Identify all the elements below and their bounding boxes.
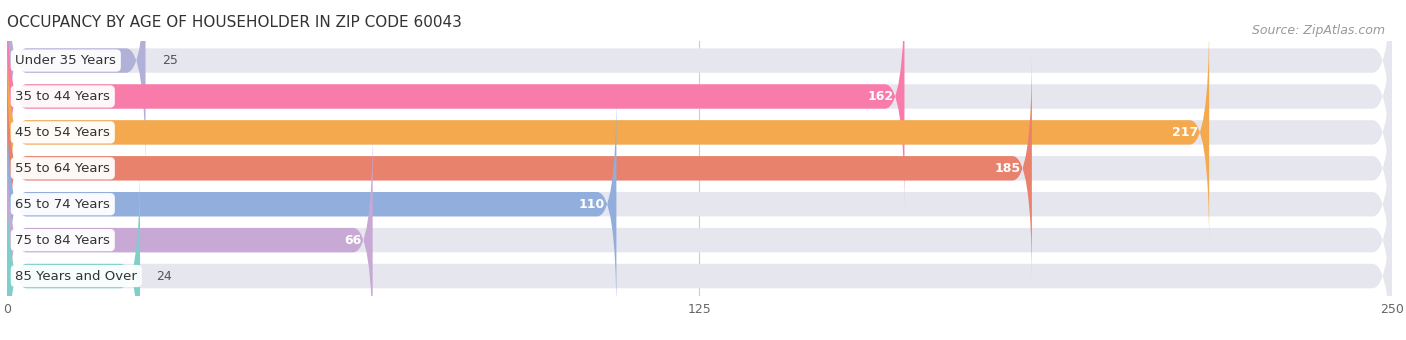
Text: Source: ZipAtlas.com: Source: ZipAtlas.com xyxy=(1251,24,1385,37)
FancyBboxPatch shape xyxy=(7,19,1209,246)
FancyBboxPatch shape xyxy=(7,19,1392,246)
FancyBboxPatch shape xyxy=(7,0,1392,174)
FancyBboxPatch shape xyxy=(7,126,1392,340)
FancyBboxPatch shape xyxy=(7,55,1032,282)
Text: 75 to 84 Years: 75 to 84 Years xyxy=(15,234,110,246)
FancyBboxPatch shape xyxy=(7,163,141,340)
Text: 55 to 64 Years: 55 to 64 Years xyxy=(15,162,110,175)
FancyBboxPatch shape xyxy=(7,55,1392,282)
Text: 85 Years and Over: 85 Years and Over xyxy=(15,270,138,283)
FancyBboxPatch shape xyxy=(7,0,1392,210)
FancyBboxPatch shape xyxy=(7,91,616,318)
Text: 24: 24 xyxy=(156,270,173,283)
FancyBboxPatch shape xyxy=(7,91,1392,318)
FancyBboxPatch shape xyxy=(7,126,373,340)
FancyBboxPatch shape xyxy=(7,0,904,210)
Text: OCCUPANCY BY AGE OF HOUSEHOLDER IN ZIP CODE 60043: OCCUPANCY BY AGE OF HOUSEHOLDER IN ZIP C… xyxy=(7,15,463,30)
Text: 162: 162 xyxy=(868,90,893,103)
Text: 185: 185 xyxy=(994,162,1021,175)
Text: Under 35 Years: Under 35 Years xyxy=(15,54,117,67)
Text: 110: 110 xyxy=(579,198,606,211)
Text: 35 to 44 Years: 35 to 44 Years xyxy=(15,90,110,103)
Text: 66: 66 xyxy=(344,234,361,246)
FancyBboxPatch shape xyxy=(7,163,1392,340)
Text: 25: 25 xyxy=(162,54,179,67)
FancyBboxPatch shape xyxy=(7,0,146,174)
Text: 45 to 54 Years: 45 to 54 Years xyxy=(15,126,110,139)
Text: 217: 217 xyxy=(1171,126,1198,139)
Text: 65 to 74 Years: 65 to 74 Years xyxy=(15,198,110,211)
